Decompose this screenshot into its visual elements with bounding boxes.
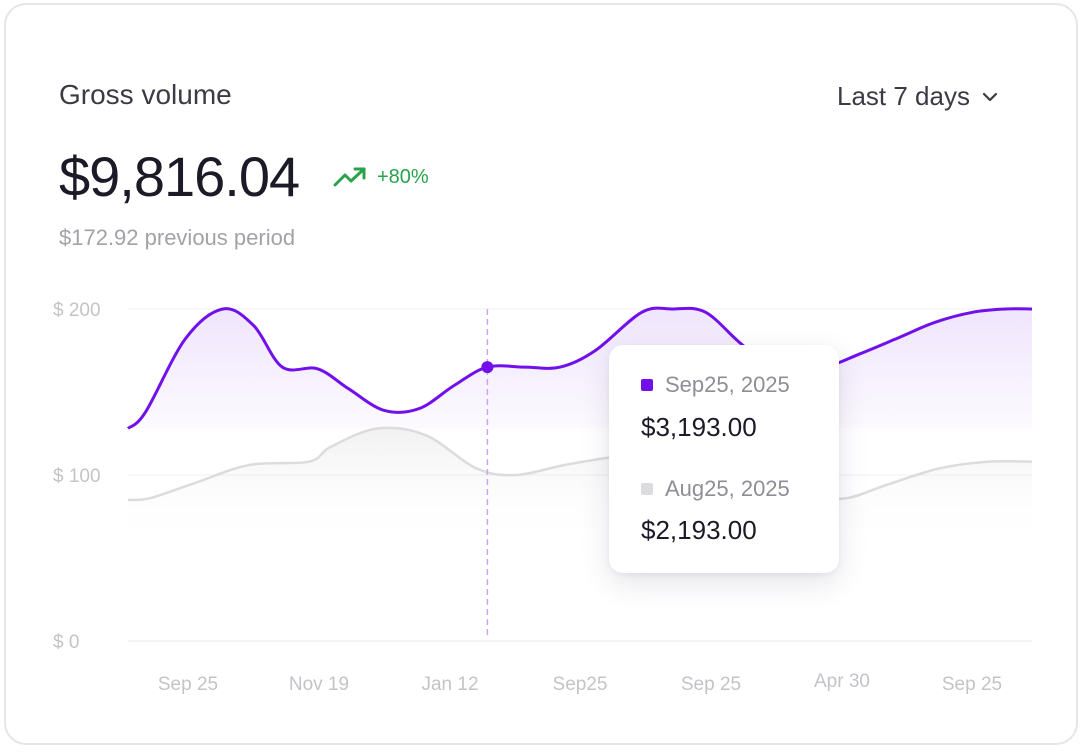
change-percent: +80% [377,165,429,188]
total-amount: $9,816.04 [59,145,300,208]
x-tick-label: Sep 25 [681,674,741,695]
x-tick-label: Apr 30 [814,671,870,692]
tooltip-current-date: Sep25, 2025 [665,372,790,397]
current-series-swatch [641,379,653,391]
tooltip-current-value: $3,193.00 [641,412,757,442]
tooltip-current-row: Sep25, 2025 [641,372,790,398]
current-series-line [126,306,1033,430]
hover-point [481,361,494,374]
tooltip-previous-value: $2,193.00 [641,515,757,545]
x-tick-label: Sep 25 [942,674,1002,695]
x-tick-label: Sep 25 [158,674,218,695]
previous-period: $172.92 previous period [59,225,296,250]
y-tick-label: $ 0 [53,632,79,653]
card-title: Gross volume [59,79,232,110]
x-tick-label: Sep25 [553,674,608,695]
change-indicator: +80% [333,165,429,189]
previous-series-swatch [641,483,653,495]
date-range-label: Last 7 days [837,81,970,111]
previous-series-line [127,426,1033,502]
tooltip-previous-date: Aug25, 2025 [665,476,790,501]
trending-up-icon [333,167,366,187]
y-tick-label: $ 200 [53,300,101,321]
date-range-dropdown[interactable]: Last 7 days [837,81,1000,112]
x-tick-label: Jan 12 [421,674,478,695]
tooltip-previous-row: Aug25, 2025 [641,476,790,502]
y-tick-label: $ 100 [53,466,101,487]
current-series-area [128,308,1032,429]
chart-tooltip: Sep25, 2025 $3,193.00 Aug25, 2025 $2,193… [609,345,839,573]
previous-series-area [128,427,1032,550]
chevron-down-icon [982,92,998,101]
x-tick-label: Nov 19 [289,674,349,695]
